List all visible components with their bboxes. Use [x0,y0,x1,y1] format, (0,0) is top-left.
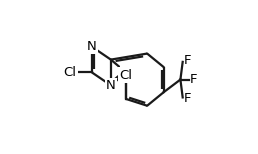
Text: F: F [190,73,198,86]
Text: F: F [183,54,191,67]
Text: Cl: Cl [119,69,132,81]
Text: Cl: Cl [63,66,76,79]
Text: F: F [183,92,191,105]
Text: N: N [121,66,131,79]
Text: N: N [87,40,97,53]
Text: N: N [106,79,116,92]
